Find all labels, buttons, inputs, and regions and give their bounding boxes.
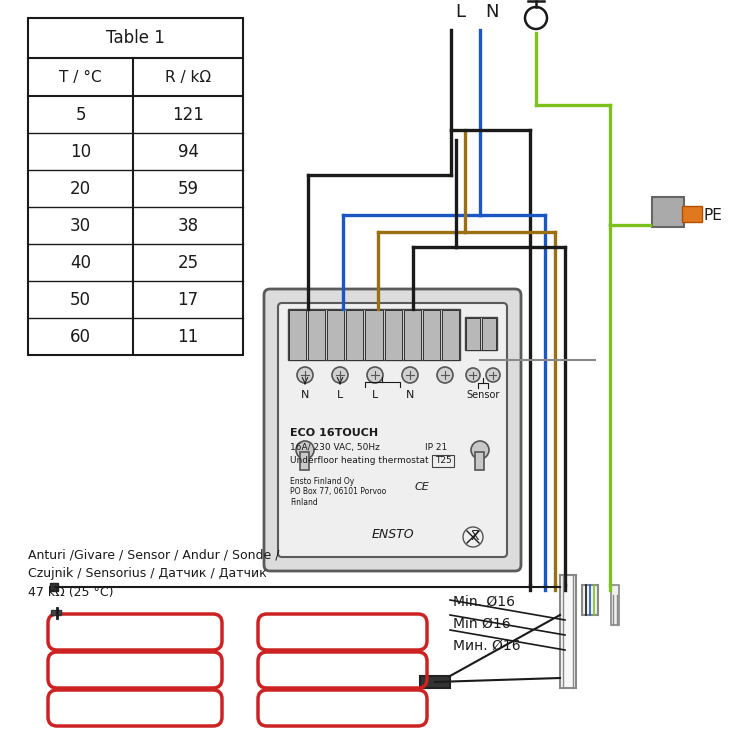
- FancyBboxPatch shape: [264, 289, 521, 571]
- Text: Min. Ø16
Min Ø16
Мин. Ø16: Min. Ø16 Min Ø16 Мин. Ø16: [453, 595, 520, 653]
- Text: R / kΩ: R / kΩ: [165, 70, 211, 84]
- Bar: [289, 310, 306, 360]
- Text: IP 21: IP 21: [425, 443, 447, 451]
- Bar: [308, 310, 325, 360]
- Circle shape: [437, 367, 453, 383]
- Bar: [652, 197, 684, 227]
- Circle shape: [402, 367, 418, 383]
- Text: 38: 38: [178, 217, 199, 235]
- Text: 10: 10: [70, 143, 91, 161]
- Text: PE: PE: [704, 207, 723, 223]
- Text: 30: 30: [70, 217, 91, 235]
- Circle shape: [367, 367, 383, 383]
- Text: T25: T25: [435, 456, 451, 465]
- Text: Ensto Finland Oy
PO Box 77, 06101 Porvoo
Finland: Ensto Finland Oy PO Box 77, 06101 Porvoo…: [290, 477, 386, 507]
- Bar: [50, 583, 58, 591]
- Text: 50: 50: [70, 291, 91, 309]
- Circle shape: [296, 441, 314, 459]
- Text: X̅: X̅: [470, 531, 479, 543]
- Text: N: N: [485, 3, 498, 21]
- Bar: [611, 585, 619, 625]
- FancyBboxPatch shape: [278, 303, 507, 557]
- Circle shape: [466, 368, 480, 382]
- Bar: [346, 310, 363, 360]
- Text: T / °C: T / °C: [59, 70, 102, 84]
- Bar: [327, 310, 344, 360]
- Bar: [404, 310, 421, 360]
- Text: 40: 40: [70, 254, 91, 272]
- Bar: [476, 452, 484, 470]
- Circle shape: [486, 368, 500, 382]
- Text: L: L: [455, 3, 465, 21]
- Text: 20: 20: [70, 180, 91, 198]
- Circle shape: [471, 441, 489, 459]
- Bar: [300, 452, 310, 470]
- Text: 11: 11: [178, 328, 199, 346]
- Circle shape: [297, 367, 313, 383]
- Text: CE: CE: [415, 482, 429, 492]
- Bar: [465, 317, 497, 350]
- Text: 121: 121: [172, 106, 204, 124]
- Text: 60: 60: [70, 328, 91, 346]
- Bar: [432, 455, 454, 467]
- Text: N: N: [406, 390, 414, 400]
- Text: 59: 59: [178, 180, 198, 198]
- Bar: [423, 310, 440, 360]
- Text: ENSTO: ENSTO: [371, 528, 414, 542]
- Text: N: N: [301, 390, 309, 400]
- Bar: [288, 309, 460, 360]
- Text: 94: 94: [178, 143, 198, 161]
- Bar: [466, 318, 480, 350]
- Bar: [582, 585, 598, 615]
- Text: Sensor: Sensor: [466, 390, 500, 400]
- Text: L: L: [337, 390, 343, 400]
- Bar: [51, 610, 61, 615]
- Circle shape: [332, 367, 348, 383]
- Text: ECO 16TOUCH: ECO 16TOUCH: [290, 428, 378, 438]
- Text: Anturi /Givare / Sensor / Andur / Sonde /
Czujnik / Sensorius / Датчик / Датчик
: Anturi /Givare / Sensor / Andur / Sonde …: [28, 548, 280, 599]
- Text: 25: 25: [178, 254, 199, 272]
- Bar: [420, 676, 450, 688]
- Text: L: L: [372, 390, 378, 400]
- Text: 16A/ 230 VAC, 50Hz: 16A/ 230 VAC, 50Hz: [290, 443, 380, 451]
- Text: 17: 17: [178, 291, 199, 309]
- Text: 5: 5: [76, 106, 86, 124]
- Bar: [442, 310, 459, 360]
- Bar: [366, 310, 382, 360]
- Bar: [28, 18, 243, 355]
- Bar: [560, 575, 576, 688]
- Bar: [385, 310, 401, 360]
- Text: Underfloor heating thermostat: Underfloor heating thermostat: [290, 456, 429, 465]
- Text: Table 1: Table 1: [106, 29, 165, 47]
- Bar: [682, 206, 702, 222]
- Bar: [482, 318, 496, 350]
